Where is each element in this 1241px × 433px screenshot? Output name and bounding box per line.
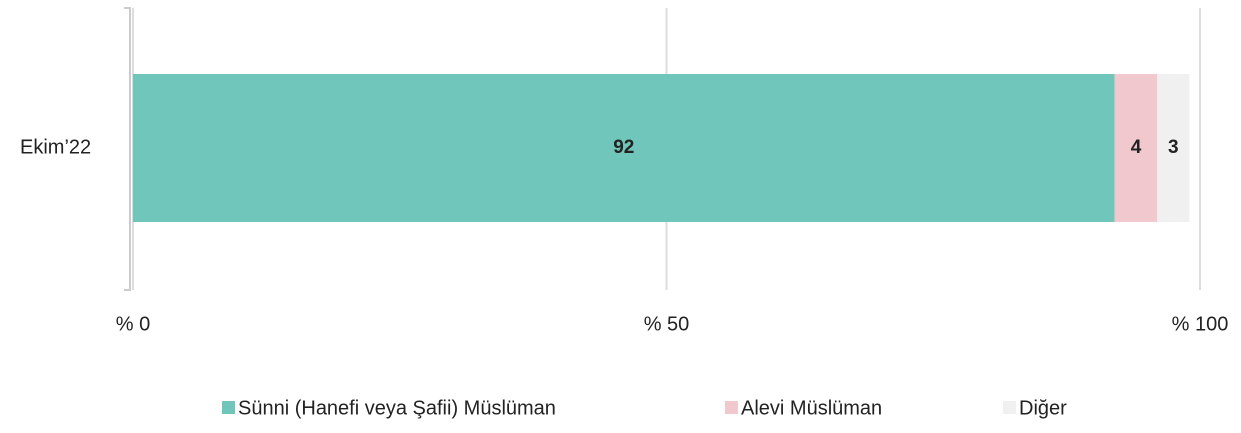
data-label: 4	[1131, 137, 1142, 158]
legend-swatch	[1003, 401, 1016, 414]
x-tick-label: % 50	[644, 313, 690, 335]
legend-swatch	[725, 401, 738, 414]
y-tick-label: Ekim’22	[20, 136, 91, 158]
data-label: 3	[1168, 137, 1179, 158]
bar-segment	[1157, 74, 1190, 222]
legend-swatch	[222, 401, 235, 414]
x-tick-label: % 100	[1172, 313, 1229, 335]
y-axis	[124, 7, 131, 291]
legend-label: Alevi Müslüman	[741, 397, 882, 419]
x-tick-label: % 0	[116, 313, 150, 335]
bar-segment	[1114, 74, 1158, 222]
data-label: 92	[613, 137, 634, 158]
bar-segment	[133, 74, 1115, 222]
legend-label: Sünni (Hanefi veya Şafii) Müslüman	[238, 397, 556, 419]
legend-label: Diğer	[1019, 397, 1067, 419]
